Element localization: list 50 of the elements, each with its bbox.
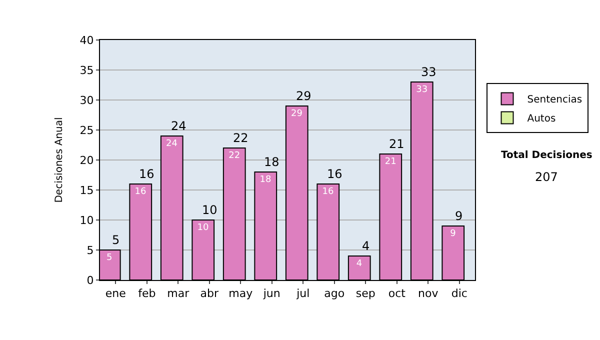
data-label: 24 <box>166 139 178 149</box>
data-label: 16 <box>322 187 334 197</box>
x-tick-label: ago <box>324 287 345 300</box>
y-tick-label: 10 <box>80 214 94 227</box>
annotation: 22 <box>233 131 248 145</box>
data-label: 9 <box>450 229 456 239</box>
y-tick-label: 35 <box>80 64 94 77</box>
annotation: 16 <box>139 167 154 181</box>
data-label: 18 <box>260 175 272 185</box>
text: 207 <box>535 170 558 184</box>
annotation: 18 <box>264 155 280 169</box>
x-tick-label: feb <box>138 287 156 300</box>
annotation: 10 <box>202 203 218 217</box>
annotation: 9 <box>455 209 463 223</box>
x-tick-label: dic <box>451 287 468 300</box>
y-tick-label: 5 <box>86 244 94 257</box>
y-tick-label: 30 <box>80 94 94 107</box>
annotation: 21 <box>389 137 404 151</box>
x-tick-label: may <box>228 287 254 300</box>
annotation: 4 <box>362 239 370 253</box>
annotation: 33 <box>421 65 436 79</box>
x-tick-label: jul <box>296 287 310 300</box>
x-tick-label: abr <box>200 287 219 300</box>
legend-label: Sentencias <box>527 94 582 106</box>
x-tick-label: sep <box>356 287 376 300</box>
y-tick-label: 15 <box>80 184 94 197</box>
x-tick-label: jun <box>262 287 280 300</box>
y-tick-label: 0 <box>86 274 94 287</box>
y-axis-title: Decisiones Anual <box>54 117 65 203</box>
x-tick-label: nov <box>418 287 439 300</box>
data-label: 21 <box>384 157 396 167</box>
x-tick-label: oct <box>388 287 406 300</box>
data-label: 33 <box>416 85 428 95</box>
data-label: 16 <box>134 187 146 197</box>
x-tick-label: mar <box>167 287 190 300</box>
data-label: 29 <box>291 109 303 119</box>
y-tick-label: 40 <box>80 34 94 47</box>
annotation: 5 <box>112 233 120 247</box>
text: Total Decisiones <box>501 150 592 161</box>
data-label: 5 <box>106 253 112 263</box>
y-tick-label: 25 <box>80 124 94 137</box>
x-tick-label: ene <box>105 287 126 300</box>
legend-label: Autos <box>527 114 556 125</box>
annotation: 16 <box>327 167 342 181</box>
annotation: 24 <box>171 119 186 133</box>
data-label: 4 <box>356 259 362 269</box>
data-label: 22 <box>228 151 240 161</box>
annotation: 29 <box>296 89 312 103</box>
data-label: 10 <box>197 223 209 233</box>
y-tick-label: 20 <box>80 154 94 167</box>
